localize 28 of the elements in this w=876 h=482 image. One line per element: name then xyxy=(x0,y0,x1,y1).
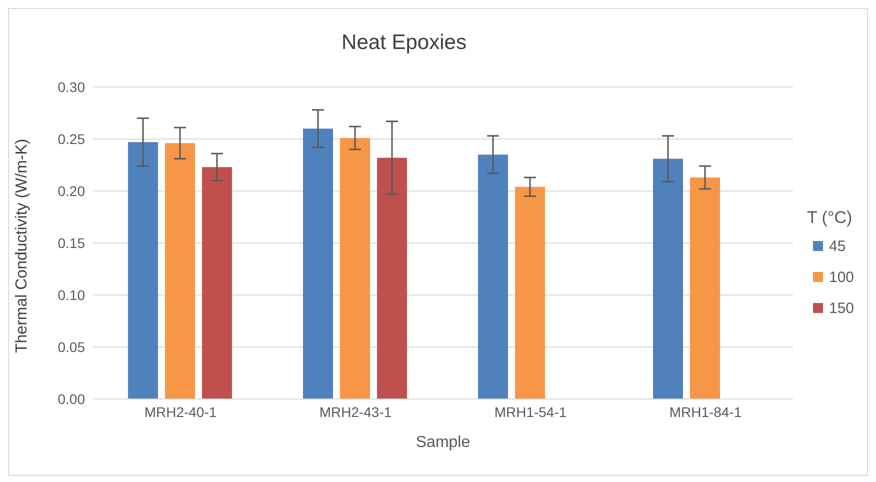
bar xyxy=(653,158,683,399)
chart-title: Neat Epoxies xyxy=(340,31,468,55)
x-tick-label: MRH2-43-1 xyxy=(319,404,392,420)
x-tick-label: MRH1-54-1 xyxy=(494,404,567,420)
legend-label: 45 xyxy=(828,238,847,254)
bar xyxy=(340,138,370,399)
y-tick-label: 0.20 xyxy=(58,182,86,199)
x-tick-label: MRH2-40-1 xyxy=(144,404,217,420)
y-tick-label: 0.30 xyxy=(58,78,86,95)
bar xyxy=(128,142,158,399)
y-tick-label: 0.05 xyxy=(58,338,86,355)
x-tick-label: MRH1-84-1 xyxy=(669,404,742,420)
legend-title: T (°C) xyxy=(807,208,854,228)
bar xyxy=(303,128,333,399)
bar xyxy=(515,186,545,399)
bar xyxy=(690,177,720,399)
legend-label: 100 xyxy=(828,268,856,286)
bar xyxy=(202,167,232,399)
y-tick-label: 0.25 xyxy=(58,130,86,147)
x-axis-title: Sample xyxy=(416,434,470,451)
legend-label: 150 xyxy=(828,300,856,316)
y-axis-title: Thermal Conductivity (W/m-K) xyxy=(14,138,31,353)
bar xyxy=(478,154,508,399)
y-tick-label: 0.00 xyxy=(58,390,86,407)
y-tick-label: 0.15 xyxy=(58,234,86,251)
y-tick-label: 0.10 xyxy=(58,286,86,303)
bar xyxy=(165,143,195,399)
bar xyxy=(377,158,407,399)
